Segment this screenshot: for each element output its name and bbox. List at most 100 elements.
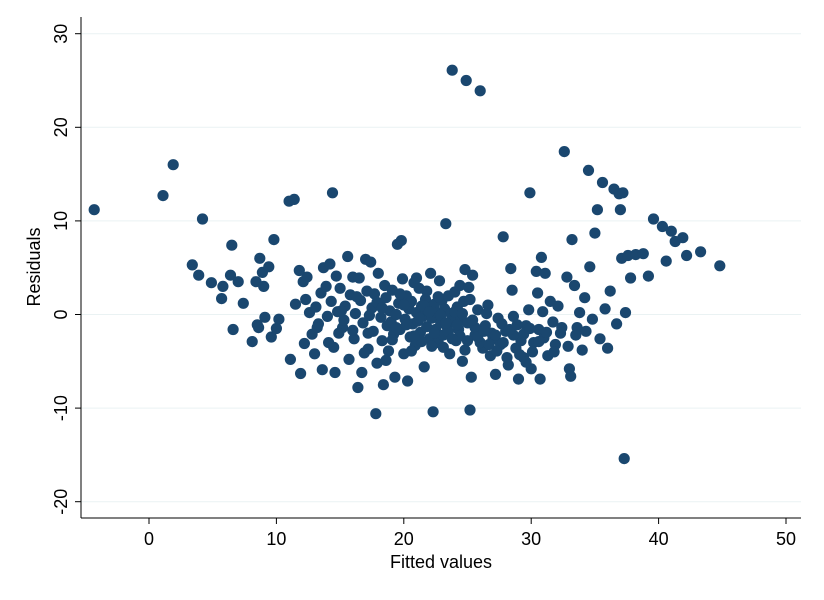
data-point	[389, 371, 401, 383]
data-point	[363, 309, 375, 321]
x-tick-label: 30	[521, 529, 541, 549]
data-point	[618, 453, 630, 465]
data-point	[310, 301, 322, 313]
data-point	[568, 279, 581, 292]
data-point	[440, 218, 452, 230]
data-point	[591, 204, 604, 216]
data-point	[526, 346, 539, 358]
data-point	[368, 288, 381, 300]
data-point	[497, 337, 509, 349]
y-tick-label: 20	[51, 117, 71, 137]
data-point	[396, 273, 409, 285]
data-point	[681, 249, 693, 262]
data-point	[402, 375, 414, 387]
data-point	[660, 255, 672, 267]
data-point	[300, 293, 312, 306]
data-point	[464, 404, 476, 416]
data-point	[325, 295, 337, 307]
data-point	[311, 322, 323, 334]
data-point	[372, 267, 384, 279]
data-point	[594, 333, 606, 345]
data-point	[323, 337, 335, 349]
data-point	[489, 329, 502, 341]
data-point	[456, 308, 468, 320]
data-point	[365, 256, 377, 268]
data-point	[619, 307, 632, 319]
data-point	[224, 269, 237, 281]
x-tick-label: 10	[266, 529, 286, 549]
data-point	[464, 293, 476, 306]
data-point	[309, 348, 321, 360]
data-point	[540, 326, 553, 338]
data-point	[472, 304, 484, 316]
x-axis-ticks: 0 10 20 30 40 50	[144, 518, 796, 549]
data-point	[376, 302, 388, 314]
data-point	[535, 251, 548, 263]
data-point	[400, 319, 412, 331]
data-point	[574, 307, 586, 319]
data-point	[371, 357, 383, 369]
data-point	[423, 306, 435, 318]
data-point	[186, 259, 198, 271]
data-point	[370, 408, 382, 420]
data-point	[561, 271, 573, 283]
data-point	[410, 272, 423, 284]
data-point	[532, 287, 544, 299]
data-point	[465, 371, 477, 383]
data-point	[596, 176, 609, 189]
data-point	[289, 298, 302, 310]
data-point	[167, 159, 179, 171]
data-point	[237, 297, 249, 309]
data-point	[456, 355, 468, 367]
data-point	[284, 353, 296, 365]
data-point	[259, 311, 271, 323]
y-axis-title: Residuals	[24, 227, 44, 306]
x-tick-label: 50	[776, 529, 796, 549]
data-point	[196, 213, 209, 225]
data-point	[582, 164, 595, 176]
data-point	[288, 193, 300, 205]
data-point	[326, 187, 339, 199]
data-point	[348, 333, 360, 345]
data-point	[216, 293, 228, 305]
data-point	[497, 231, 509, 243]
data-point	[511, 319, 523, 331]
data-point	[421, 321, 433, 333]
data-point	[459, 344, 471, 356]
data-point	[482, 299, 494, 311]
data-point	[617, 187, 629, 199]
data-point	[514, 349, 526, 361]
data-point	[467, 269, 479, 281]
data-point	[273, 313, 285, 325]
data-point	[714, 260, 726, 272]
data-point	[523, 304, 535, 316]
data-point	[270, 322, 282, 335]
data-point	[386, 334, 398, 346]
data-point	[463, 281, 475, 293]
data-point	[446, 64, 458, 76]
data-point	[481, 308, 493, 320]
data-point	[253, 322, 265, 334]
data-point	[625, 272, 637, 284]
y-tick-label: 10	[51, 211, 71, 231]
x-axis-title: Fitted values	[390, 552, 492, 572]
data-point	[390, 308, 402, 321]
data-point	[408, 330, 420, 342]
data-point	[301, 271, 313, 283]
data-point	[351, 291, 363, 303]
data-point	[586, 313, 599, 325]
data-point	[656, 220, 669, 233]
data-point	[347, 324, 359, 336]
data-point	[539, 267, 551, 279]
data-point	[217, 280, 229, 292]
data-point	[320, 280, 332, 292]
data-point	[382, 345, 395, 357]
data-point	[380, 354, 392, 366]
x-tick-label: 20	[394, 529, 414, 549]
data-point	[562, 340, 574, 352]
data-point	[394, 288, 406, 300]
data-point	[446, 333, 458, 345]
data-point	[440, 317, 452, 329]
y-axis-ticks: -20 -10 0 10 20 30	[51, 24, 81, 515]
